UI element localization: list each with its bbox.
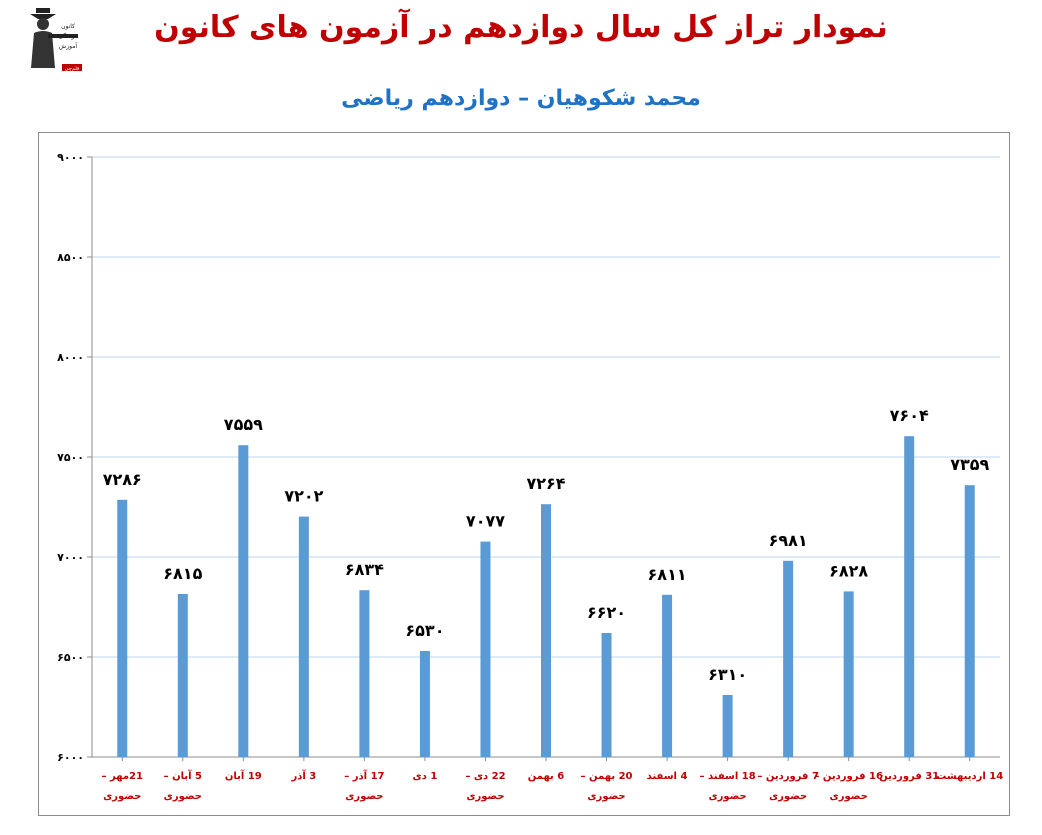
data-label: ۷۶۰۴ xyxy=(890,406,929,425)
bar xyxy=(904,436,915,757)
logo-text-1: کانون xyxy=(61,23,75,30)
bar xyxy=(298,516,309,757)
x-tick-label: 1 دی xyxy=(413,771,438,782)
x-tick-label: حضوری xyxy=(466,791,504,802)
bar xyxy=(117,499,128,757)
x-tick-label: حضوری xyxy=(103,791,141,802)
x-tick-label: 21مهر – xyxy=(102,771,143,782)
y-tick-label: ۷۰۰۰ xyxy=(57,551,84,564)
x-tick-label: 31 فروردین xyxy=(879,771,939,782)
bar xyxy=(238,445,249,757)
graduate-logo-icon: کانون فرهنگی آموزش قلم‌چی xyxy=(30,8,82,72)
bar xyxy=(601,633,612,757)
x-tick-label: 22 دی – xyxy=(465,771,505,782)
data-label: ۷۵۵۹ xyxy=(224,415,263,434)
x-tick-label: حضوری xyxy=(830,791,868,802)
logo-text-3: آموزش xyxy=(59,41,78,50)
x-tick-label: 7 فروردین – xyxy=(757,771,819,782)
bar xyxy=(177,594,188,757)
data-label: ۷۳۵۹ xyxy=(950,455,989,474)
y-tick-label: ۷۵۰۰ xyxy=(57,451,84,464)
data-label: ۷۰۷۷ xyxy=(466,512,505,531)
bar xyxy=(722,695,733,757)
bar xyxy=(359,590,370,757)
page-title: نمودار تراز کل سال دوازدهم در آزمون های … xyxy=(154,10,888,45)
data-label: ۶۸۱۱ xyxy=(648,565,687,584)
bar xyxy=(541,504,551,757)
x-tick-label: حضوری xyxy=(345,791,383,802)
chart-frame xyxy=(38,132,1010,816)
data-label: ۶۳۱۰ xyxy=(708,665,747,684)
x-tick-label: حضوری xyxy=(769,791,807,802)
x-tick-label: 14 اردیبهشت xyxy=(936,771,1003,782)
y-tick-label: ۸۰۰۰ xyxy=(57,351,84,364)
data-label: ۶۸۳۴ xyxy=(345,560,384,579)
logo-text-2: فرهنگی xyxy=(58,32,78,40)
y-tick-label: ۹۰۰۰ xyxy=(57,151,84,164)
data-label: ۶۶۲۰ xyxy=(587,603,626,622)
x-tick-label: حضوری xyxy=(708,791,746,802)
data-label: ۷۲۸۶ xyxy=(103,470,142,489)
y-tick-label: ۸۵۰۰ xyxy=(57,251,84,264)
data-label: ۷۲۶۴ xyxy=(526,474,565,493)
x-tick-label: 19 آبان xyxy=(225,769,262,782)
x-tick-label: حضوری xyxy=(587,791,625,802)
page-subtitle: محمد شکوهیان – دوازدهم ریاضی xyxy=(341,86,701,111)
bar xyxy=(662,594,673,757)
data-label: ۷۲۰۲ xyxy=(284,487,323,506)
x-tick-label: 16 فروردین – xyxy=(814,771,883,782)
x-tick-label: 5 آبان – xyxy=(164,769,202,782)
x-tick-label: 18 اسفند – xyxy=(699,771,755,782)
bar xyxy=(419,651,430,757)
logo-text-4: قلم‌چی xyxy=(65,66,80,72)
x-tick-label: 6 بهمن xyxy=(528,771,565,782)
bar xyxy=(964,485,975,757)
x-tick-label: حضوری xyxy=(164,791,202,802)
bar xyxy=(480,541,491,757)
x-tick-label: 17 آذر – xyxy=(344,769,384,782)
data-label: ۶۵۳۰ xyxy=(405,621,444,640)
y-tick-label: ۶۵۰۰ xyxy=(57,651,84,664)
data-label: ۶۸۲۸ xyxy=(829,561,868,580)
bar xyxy=(843,591,854,757)
x-tick-label: 20 بهمن – xyxy=(581,771,633,782)
x-tick-label: 3 آذر xyxy=(290,769,316,782)
y-tick-label: ۶۰۰۰ xyxy=(57,751,84,764)
data-label: ۶۹۸۱ xyxy=(769,531,808,550)
bar xyxy=(783,560,794,757)
x-tick-label: 4 اسفند xyxy=(647,771,688,782)
logo: کانون فرهنگی آموزش قلم‌چی xyxy=(28,8,84,72)
data-label: ۶۸۱۵ xyxy=(163,564,202,583)
